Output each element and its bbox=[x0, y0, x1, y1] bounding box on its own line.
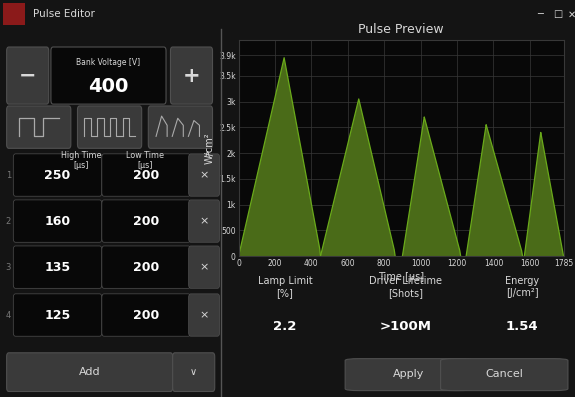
Text: ×: × bbox=[200, 216, 209, 226]
Text: □: □ bbox=[553, 9, 562, 19]
Text: Lamp Limit
[%]: Lamp Limit [%] bbox=[258, 276, 312, 298]
Text: High Time
[μs]: High Time [μs] bbox=[60, 151, 101, 170]
FancyBboxPatch shape bbox=[13, 246, 102, 288]
FancyBboxPatch shape bbox=[13, 154, 102, 196]
Text: Add: Add bbox=[79, 367, 101, 377]
Bar bbox=[3, 4, 25, 25]
Text: Energy
[J/cm²]: Energy [J/cm²] bbox=[505, 276, 539, 298]
FancyBboxPatch shape bbox=[13, 294, 102, 336]
FancyBboxPatch shape bbox=[189, 154, 220, 196]
FancyBboxPatch shape bbox=[189, 246, 220, 288]
Polygon shape bbox=[524, 133, 564, 256]
Y-axis label: W/cm²: W/cm² bbox=[205, 132, 215, 164]
Text: ×: × bbox=[200, 310, 209, 320]
FancyBboxPatch shape bbox=[7, 47, 49, 104]
Text: Pulse Editor: Pulse Editor bbox=[33, 9, 95, 19]
FancyBboxPatch shape bbox=[189, 200, 220, 242]
Text: 200: 200 bbox=[133, 308, 159, 322]
FancyBboxPatch shape bbox=[102, 246, 190, 288]
FancyBboxPatch shape bbox=[13, 200, 102, 242]
Text: 4: 4 bbox=[6, 310, 11, 320]
FancyBboxPatch shape bbox=[148, 106, 213, 148]
Text: Apply: Apply bbox=[393, 369, 424, 379]
Text: 2: 2 bbox=[6, 217, 11, 225]
FancyBboxPatch shape bbox=[7, 106, 71, 148]
FancyBboxPatch shape bbox=[172, 353, 214, 391]
Text: ×: × bbox=[200, 170, 209, 180]
Text: +: + bbox=[183, 66, 200, 86]
Polygon shape bbox=[320, 99, 395, 256]
FancyBboxPatch shape bbox=[102, 154, 190, 196]
Polygon shape bbox=[402, 117, 461, 256]
FancyBboxPatch shape bbox=[78, 106, 141, 148]
Text: Cancel: Cancel bbox=[485, 369, 523, 379]
Text: ∧: ∧ bbox=[204, 149, 210, 160]
Text: 400: 400 bbox=[89, 77, 129, 96]
FancyBboxPatch shape bbox=[345, 358, 473, 391]
Text: ─: ─ bbox=[538, 9, 543, 19]
Title: Pulse Preview: Pulse Preview bbox=[358, 23, 444, 36]
Polygon shape bbox=[466, 125, 523, 256]
Text: 250: 250 bbox=[44, 169, 71, 181]
Text: 3: 3 bbox=[6, 263, 11, 272]
FancyBboxPatch shape bbox=[7, 353, 172, 391]
Text: 2.2: 2.2 bbox=[273, 320, 297, 333]
Text: −: − bbox=[19, 66, 36, 86]
Text: 200: 200 bbox=[133, 169, 159, 181]
Text: ✕: ✕ bbox=[568, 9, 575, 19]
Text: 200: 200 bbox=[133, 215, 159, 227]
FancyBboxPatch shape bbox=[170, 47, 213, 104]
Text: ∨: ∨ bbox=[190, 367, 197, 377]
Text: 1: 1 bbox=[6, 171, 11, 179]
FancyBboxPatch shape bbox=[189, 294, 220, 336]
FancyBboxPatch shape bbox=[51, 47, 166, 104]
Polygon shape bbox=[239, 58, 320, 256]
Text: 1.54: 1.54 bbox=[505, 320, 538, 333]
FancyBboxPatch shape bbox=[440, 358, 568, 391]
Text: >100M: >100M bbox=[380, 320, 431, 333]
Text: ×: × bbox=[200, 262, 209, 272]
X-axis label: Time [μs]: Time [μs] bbox=[378, 272, 424, 282]
Text: 135: 135 bbox=[44, 261, 71, 274]
Text: Low Time
[μs]: Low Time [μs] bbox=[126, 151, 164, 170]
Text: 160: 160 bbox=[44, 215, 71, 227]
Text: Bank Voltage [V]: Bank Voltage [V] bbox=[76, 58, 140, 67]
Text: Driver Lifetime
[Shots]: Driver Lifetime [Shots] bbox=[369, 276, 442, 298]
FancyBboxPatch shape bbox=[102, 294, 190, 336]
Text: 200: 200 bbox=[133, 261, 159, 274]
FancyBboxPatch shape bbox=[102, 200, 190, 242]
Text: 125: 125 bbox=[44, 308, 71, 322]
